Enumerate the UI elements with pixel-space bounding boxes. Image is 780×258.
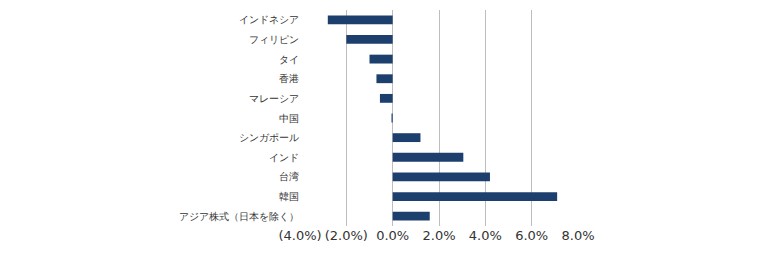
svg-text:シンガポール: シンガポール [239, 132, 299, 143]
svg-text:台湾: 台湾 [279, 171, 299, 182]
svg-text:マレーシア: マレーシア [249, 93, 299, 104]
svg-text:(4.0%): (4.0%) [278, 228, 321, 243]
svg-text:4.0%: 4.0% [469, 228, 502, 243]
svg-text:8.0%: 8.0% [561, 228, 594, 243]
svg-text:香港: 香港 [279, 73, 299, 84]
svg-text:アジア株式（日本を除く）: アジア株式（日本を除く） [179, 211, 299, 222]
svg-text:2.0%: 2.0% [422, 228, 455, 243]
svg-text:インドネシア: インドネシア [239, 14, 299, 25]
svg-text:韓国: 韓国 [279, 191, 299, 202]
svg-text:(2.0%): (2.0%) [325, 228, 368, 243]
svg-text:インド: インド [269, 152, 299, 163]
svg-text:中国: 中国 [279, 113, 299, 124]
svg-text:フィリピン: フィリピン [249, 34, 299, 45]
svg-text:タイ: タイ [279, 54, 299, 65]
svg-text:6.0%: 6.0% [515, 228, 548, 243]
svg-text:0.0%: 0.0% [376, 228, 409, 243]
